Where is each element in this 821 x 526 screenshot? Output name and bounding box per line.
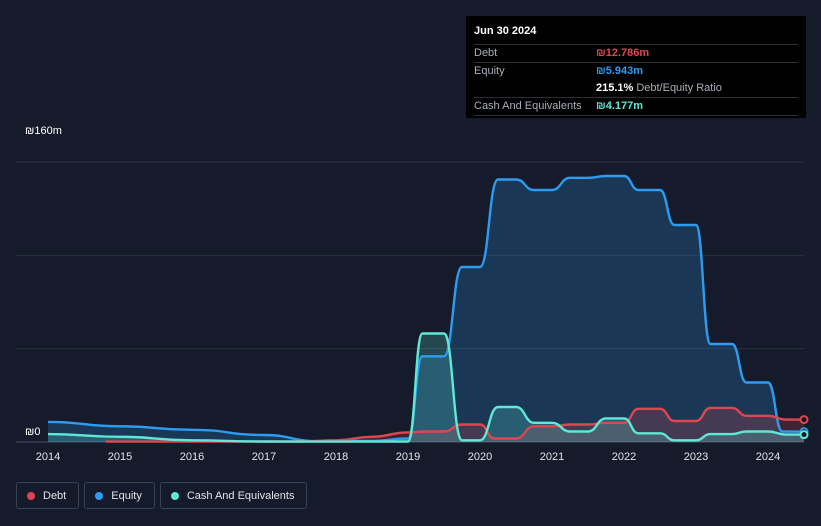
x-tick-label: 2019 xyxy=(396,451,420,463)
y-axis-top-label: ₪160m xyxy=(25,125,62,137)
legend-dot-icon xyxy=(27,491,35,500)
y-axis-zero-label: ₪0 xyxy=(25,426,41,438)
tooltip-value: 215.1% xyxy=(596,82,634,94)
x-tick-label: 2014 xyxy=(36,451,60,463)
tooltip-label: Debt xyxy=(474,47,498,59)
endpoint-debt xyxy=(799,415,809,425)
x-tick-label: 2023 xyxy=(684,451,708,463)
tooltip-sublabel: Debt/Equity Ratio xyxy=(636,82,722,94)
area-cash-and-equivalents xyxy=(48,333,804,442)
tooltip-value: ₪12.786m xyxy=(596,47,650,59)
tooltip-date: Jun 30 2024 xyxy=(474,24,798,45)
tooltip-row-cash: Cash And Equivalents ₪4.177m xyxy=(474,98,798,116)
x-tick-label: 2016 xyxy=(180,451,204,463)
legend-label: Debt xyxy=(43,489,67,502)
line-debt xyxy=(105,406,804,443)
tooltip-row-equity: Equity ₪5.943m xyxy=(474,63,798,80)
tooltip-label: Equity xyxy=(474,65,505,77)
x-axis-ticks: 2014 2015 2016 2017 2018 2019 2020 2021 2022 2023… xyxy=(36,451,780,463)
area-equity xyxy=(48,176,804,442)
endpoint-cash-and-equivalents xyxy=(799,430,809,440)
x-tick-label: 2018 xyxy=(324,451,348,463)
tooltip-label: Cash And Equivalents xyxy=(474,100,582,112)
x-tick-label: 2021 xyxy=(540,451,564,463)
data-tooltip: Jun 30 2024 Debt ₪12.786m Equity ₪5.943m… xyxy=(466,16,806,118)
series-lines xyxy=(47,174,805,443)
line-cash-and-equivalents xyxy=(47,332,804,443)
area-debt xyxy=(105,407,805,442)
x-tick-label: 2022 xyxy=(612,451,636,463)
tooltip-row-debt: Debt ₪12.786m xyxy=(474,45,798,63)
legend: Debt Equity Cash And Equivalents xyxy=(16,482,308,509)
legend-label: Equity xyxy=(111,489,142,502)
tooltip-label xyxy=(474,80,596,97)
legend-dot-icon xyxy=(170,491,179,500)
legend-item-equity[interactable]: Equity xyxy=(84,482,155,509)
legend-dot-icon xyxy=(95,491,104,500)
tooltip-row-ratio: 215.1% Debt/Equity Ratio xyxy=(474,80,798,98)
tooltip-value: ₪4.177m xyxy=(596,100,644,112)
grid-lines xyxy=(16,161,804,443)
legend-label: Cash And Equivalents xyxy=(186,489,295,502)
legend-item-debt[interactable]: Debt xyxy=(16,482,80,509)
x-tick-label: 2020 xyxy=(468,451,492,463)
tooltip-value: ₪5.943m xyxy=(596,65,644,77)
series-endpoints xyxy=(799,415,809,440)
x-tick-label: 2015 xyxy=(108,451,132,463)
x-tick-label: 2024 xyxy=(756,451,780,463)
series-areas xyxy=(48,176,805,442)
legend-item-cash[interactable]: Cash And Equivalents xyxy=(159,482,308,509)
x-tick-label: 2017 xyxy=(252,451,276,463)
